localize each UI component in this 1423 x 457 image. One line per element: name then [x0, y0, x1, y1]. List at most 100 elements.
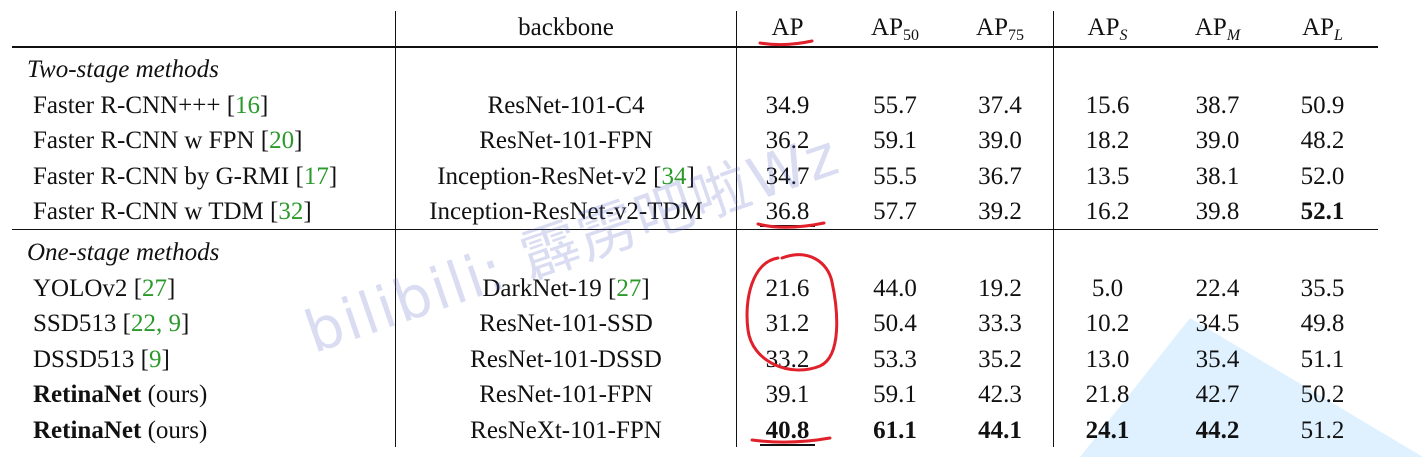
method-name: SSD513 [22, 9] [33, 310, 190, 337]
header-ap75: AP75 [976, 14, 1024, 44]
metric-aps: 21.8 [1085, 381, 1130, 408]
method-name: Faster R-CNN w TDM [32] [33, 198, 312, 225]
metric-apm: 38.1 [1195, 162, 1240, 190]
header-apm: APM [1194, 14, 1241, 44]
citation-ref: 20 [269, 127, 295, 154]
backbone-text: Inception-ResNet-v2-TDM [429, 198, 703, 225]
metric-ap75: 19.2 [978, 274, 1022, 302]
metric-aps: 13.0 [1085, 345, 1130, 373]
metric-ap: 36.2 [765, 127, 810, 154]
table-top-rule [12, 46, 1378, 48]
backbone-text: DarkNet-19 [482, 274, 608, 302]
backbone-name: ResNet-101-SSD [397, 306, 735, 342]
metric-ap50: 59.1 [873, 381, 917, 408]
method-name-text: SSD513 [33, 310, 123, 337]
citation-ref: 34 [661, 162, 687, 190]
method-name: DSSD513 [9] [33, 345, 170, 373]
metric-ap50: 50.4 [873, 310, 917, 337]
method-name-text: Faster R-CNN+++ [33, 91, 227, 119]
citation-ref: 27 [142, 274, 168, 302]
method-name-text: (ours) [141, 416, 208, 444]
method-name-text: Faster R-CNN by G-RMI [33, 162, 296, 190]
backbone-text: ResNet-101-DSSD [470, 345, 662, 373]
metric-ap75: 42.3 [978, 381, 1022, 408]
method-name: Faster R-CNN by G-RMI [17] [33, 162, 338, 190]
best-underline [760, 225, 815, 227]
header-apl: APL [1302, 14, 1343, 44]
column-divider-1 [395, 11, 396, 447]
metric-ap: 36.8 [765, 198, 810, 225]
backbone-name: ResNet-101-FPN [397, 377, 735, 413]
metric-apm: 39.8 [1195, 198, 1240, 225]
metric-aps: 15.6 [1085, 91, 1130, 119]
backbone-name: ResNet-101-FPN [397, 123, 735, 159]
citation-ref: 16 [235, 91, 261, 119]
metric-apl: 52.0 [1300, 162, 1345, 190]
metric-ap: 33.2 [765, 345, 810, 373]
metric-ap75: 39.2 [978, 198, 1022, 225]
header-backbone: backbone [518, 14, 614, 41]
metric-aps: 13.5 [1085, 162, 1130, 190]
method-name: YOLOv2 [27] [33, 274, 176, 302]
metric-apl: 51.1 [1300, 345, 1345, 373]
method-name-text: YOLOv2 [33, 274, 134, 302]
citation-ref: 22, 9 [130, 310, 181, 337]
method-name-bold: RetinaNet [33, 416, 142, 444]
method-name: RetinaNet (ours) [33, 377, 393, 413]
metric-ap75: 44.1 [978, 416, 1022, 444]
metric-apl: 52.1 [1300, 198, 1345, 225]
metric-apm: 42.7 [1195, 381, 1240, 408]
metric-aps: 24.1 [1085, 416, 1130, 444]
section-rule [12, 229, 1378, 230]
metric-ap75: 36.7 [978, 162, 1022, 190]
backbone-text: ResNet-101-SSD [479, 310, 653, 337]
backbone-name: Inception-ResNet-v2 [34] [437, 162, 695, 190]
metric-ap50: 61.1 [873, 416, 917, 444]
metric-ap: 34.9 [765, 91, 810, 119]
backbone-text: ResNet-101-FPN [479, 381, 653, 408]
method-name: Faster R-CNN w FPN [20] [33, 127, 303, 154]
backbone-name: ResNeXt-101-FPN [397, 413, 735, 449]
backbone-name: ResNet-101-DSSD [397, 342, 735, 378]
section-title: Two-stage methods [27, 56, 219, 83]
column-divider-2 [736, 11, 737, 447]
metric-apm: 38.7 [1195, 91, 1240, 119]
metric-apl: 35.5 [1300, 274, 1345, 302]
metric-ap75: 33.3 [978, 310, 1022, 337]
backbone-name: ResNet-101-C4 [397, 88, 735, 124]
best-underline [760, 443, 815, 446]
metric-ap50: 59.1 [873, 127, 917, 154]
backbone-name: DarkNet-19 [27] [482, 274, 650, 302]
header-ap50: AP50 [871, 14, 919, 44]
metric-ap50: 57.7 [873, 198, 917, 225]
metric-ap75: 39.0 [978, 127, 1022, 154]
metric-ap75: 37.4 [978, 91, 1022, 119]
metric-ap: 21.6 [765, 274, 810, 302]
header-ap: AP [771, 14, 804, 41]
method-name: Faster R-CNN+++ [16] [33, 91, 269, 119]
metric-apm: 39.0 [1195, 127, 1240, 154]
metric-apm: 35.4 [1195, 345, 1240, 373]
metric-ap: 39.1 [765, 381, 810, 408]
citation-ref: 9 [149, 345, 162, 373]
method-name-bold: RetinaNet [33, 381, 142, 408]
metric-apl: 51.2 [1300, 416, 1345, 444]
backbone-text: ResNet-101-FPN [479, 127, 653, 154]
method-name-text: Faster R-CNN w FPN [33, 127, 261, 154]
backbone-text: ResNeXt-101-FPN [470, 416, 662, 444]
metric-apl: 50.2 [1300, 381, 1345, 408]
metric-apl: 49.8 [1300, 310, 1345, 337]
metric-ap: 31.2 [765, 310, 810, 337]
metric-ap50: 53.3 [873, 345, 917, 373]
method-name-text: Faster R-CNN w TDM [33, 198, 271, 225]
method-name: RetinaNet (ours) [33, 413, 393, 449]
metric-aps: 5.0 [1091, 274, 1124, 302]
metric-ap75: 35.2 [978, 345, 1022, 373]
metric-apm: 34.5 [1195, 310, 1240, 337]
metric-apl: 48.2 [1300, 127, 1345, 154]
section-title: One-stage methods [27, 239, 220, 266]
metric-ap: 34.7 [765, 162, 810, 190]
header-aps: APS [1087, 14, 1128, 44]
column-divider-3 [1053, 11, 1054, 447]
method-name-text: (ours) [141, 381, 208, 408]
